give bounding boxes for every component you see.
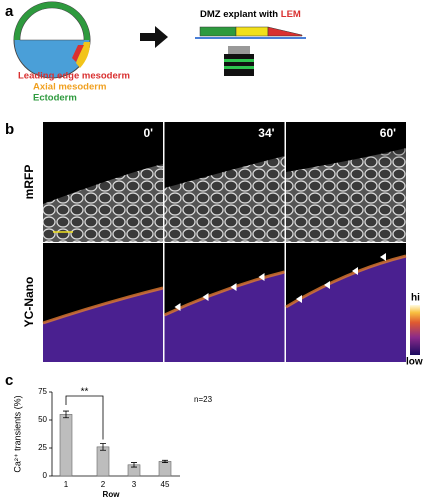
row-label: YC-Nano: [22, 277, 36, 328]
panel-label: a: [5, 3, 14, 20]
image-grid: 0' 34' 60': [42, 122, 407, 362]
time-label: 34': [258, 126, 274, 140]
y-tick-label: 25: [38, 443, 47, 452]
sample-size: n=23: [194, 395, 213, 404]
ycnano-edge: [42, 286, 164, 325]
error-bar: [162, 459, 168, 463]
x-axis-label: Row: [103, 490, 121, 499]
bar-chart: 0 25 50 75 1 2 3 45 Row Ca²⁺ transients (%) ** n=23: [12, 387, 212, 499]
significance: **: [81, 387, 89, 398]
error-bar: [100, 443, 106, 451]
mrfp-fade: [286, 122, 406, 162]
arrow: [140, 26, 168, 48]
legend-text: Axial mesoderm: [33, 82, 106, 93]
legend-text: Leading edge mesoderm: [18, 71, 130, 82]
time-label: 0': [143, 126, 153, 140]
y-tick-label: 50: [38, 415, 47, 424]
bar: [59, 414, 73, 477]
mrfp-fade: [43, 122, 163, 162]
bar: [158, 461, 172, 477]
x-tick-label: 3: [132, 480, 137, 489]
x-tick-label: 45: [161, 480, 170, 489]
row-label: mRFP: [22, 165, 36, 200]
error-bar: [63, 410, 69, 419]
arrowhead: [230, 283, 237, 291]
y-axis-label: Ca²⁺ transients (%): [12, 395, 22, 472]
legend-text: Ectoderm: [33, 93, 77, 104]
x-tick-label: 1: [64, 480, 69, 489]
explant: [195, 26, 306, 39]
arrowhead: [202, 293, 209, 301]
explant-title: DMZ explant with LEM: [200, 9, 301, 20]
significance-bracket: [65, 395, 104, 440]
mrfp-fade: [164, 122, 285, 162]
bar: [96, 446, 110, 477]
time-label: 60': [380, 126, 396, 140]
arrowhead: [174, 303, 181, 311]
panel-label: c: [5, 372, 13, 389]
y-tick-label: 0: [43, 471, 48, 480]
colorbar-label: low: [406, 357, 423, 368]
objective: [224, 46, 254, 76]
colorbar-label: hi: [411, 293, 420, 304]
arrowhead: [324, 281, 330, 289]
ycnano-signal: [164, 272, 285, 362]
ycnano-signal: [286, 256, 406, 362]
ycnano-signal: [43, 288, 163, 362]
colorbar: [410, 305, 420, 355]
arrowhead: [380, 253, 386, 261]
arrowhead: [258, 273, 265, 281]
y-tick-label: 75: [38, 387, 47, 396]
error-bar: [131, 462, 137, 468]
x-tick-label: 2: [101, 480, 106, 489]
embryo: [13, 1, 91, 79]
arrowhead: [352, 267, 358, 275]
panel-label: b: [5, 121, 14, 138]
arrowhead: [296, 295, 302, 303]
